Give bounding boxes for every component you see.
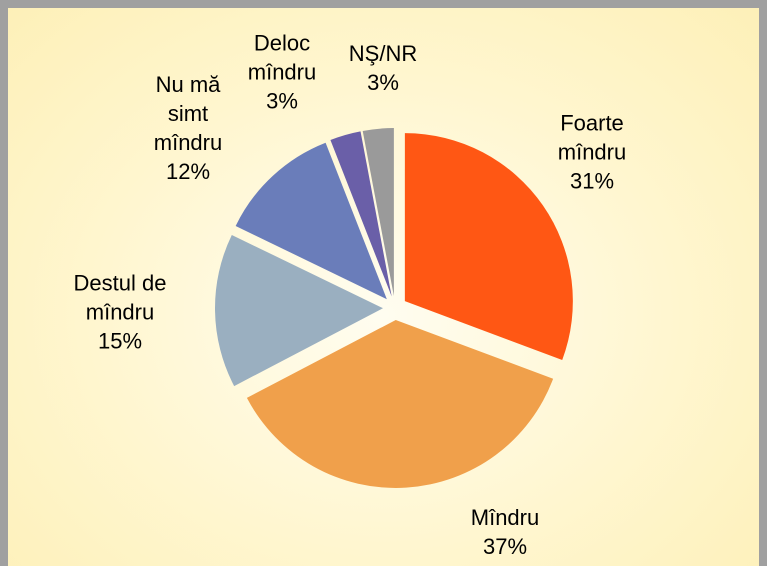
value-label: 3% xyxy=(266,88,298,114)
pie-slice xyxy=(235,142,387,300)
slice-label: Destul de mîndru 15% xyxy=(55,269,185,356)
pie-slice xyxy=(404,133,573,360)
category-label: Destul de mîndru xyxy=(73,270,167,325)
slice-label: Deloc mîndru 3% xyxy=(232,29,332,116)
category-label: Nu mă simt mîndru xyxy=(153,72,223,155)
pie-area xyxy=(215,128,573,488)
category-label: NŞ/NR xyxy=(348,41,418,66)
value-label: 15% xyxy=(97,328,143,354)
slice-label: Foarte mîndru 31% xyxy=(542,109,642,196)
value-label: 37% xyxy=(482,534,528,559)
slice-label: Nu mă simt mîndru 12% xyxy=(138,70,238,186)
category-label: Foarte mîndru xyxy=(557,110,627,165)
slice-label: Mîndru 37% xyxy=(450,503,560,561)
pie-slice xyxy=(246,319,554,488)
category-label: Deloc mîndru xyxy=(247,30,317,85)
pie-slice xyxy=(215,234,384,387)
pie-slice xyxy=(330,131,392,297)
category-label: Mîndru xyxy=(470,505,540,530)
slice-label: NŞ/NR 3% xyxy=(333,39,433,97)
value-label: 3% xyxy=(367,70,399,95)
pie-slice xyxy=(362,128,394,297)
value-label: 31% xyxy=(569,168,615,194)
value-label: 12% xyxy=(165,159,211,184)
